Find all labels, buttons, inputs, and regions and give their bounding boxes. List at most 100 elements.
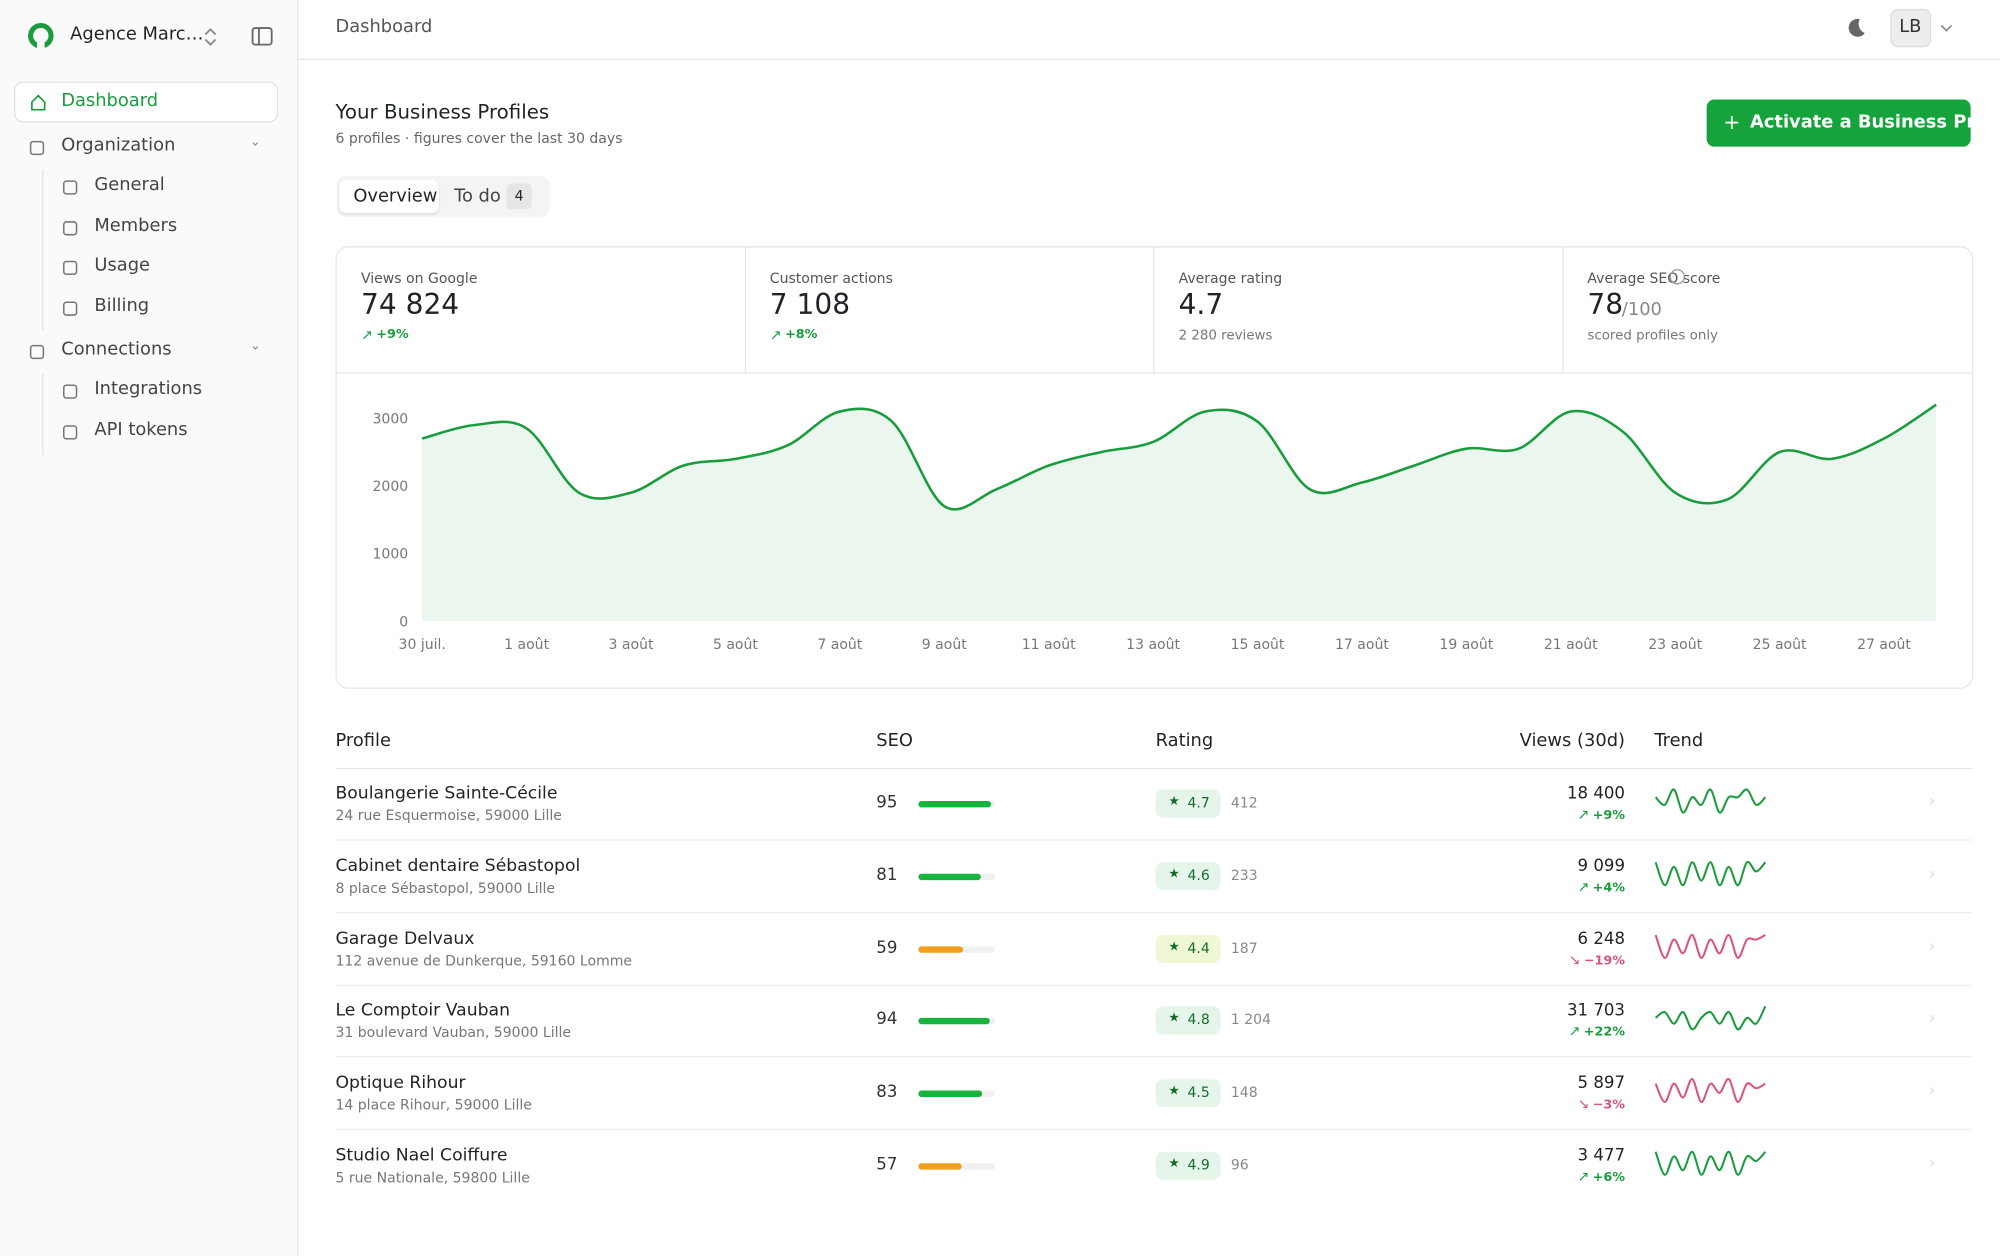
trend-arrow: ↗ (1577, 1168, 1590, 1185)
avatar[interactable] (1890, 8, 1932, 48)
reviews: 148 (1230, 1084, 1258, 1102)
profile-address: 24 rue Esquermoise, 59000 Lille (335, 807, 562, 824)
button-plus: + (1723, 109, 1741, 134)
rating: 4.4 (1187, 939, 1210, 957)
nav-item[interactable]: Members (94, 215, 178, 236)
nav-rail (42, 169, 44, 331)
theme-toggle[interactable] (1842, 15, 1868, 41)
row-chevron[interactable]: › (1928, 1154, 1936, 1174)
nav-icon (63, 425, 78, 440)
stat-value: 78 (1587, 289, 1624, 322)
nav-item[interactable]: General (94, 174, 165, 196)
row-chevron[interactable]: › (1928, 1081, 1936, 1102)
stat-sub: scored profiles only (1587, 327, 1718, 344)
row-rule (335, 839, 1972, 841)
sparkline-path (1654, 788, 1767, 814)
star: ★ (1168, 794, 1180, 809)
x-tick-label: 30 juil. (399, 637, 446, 653)
views: 3 477 (1577, 1146, 1625, 1166)
profile-name[interactable]: Cabinet dentaire Sébastopol (335, 855, 581, 877)
row-chevron[interactable]: › (1928, 936, 1936, 957)
row-rule (335, 1129, 1972, 1131)
stat-suffix: /100 (1621, 299, 1662, 321)
tab-badge: 4 (506, 183, 532, 210)
sparkline (1654, 788, 1767, 814)
views-change: +9% (1592, 808, 1625, 823)
x-tick-label: 7 août (817, 637, 862, 653)
row-chevron[interactable]: › (1928, 864, 1936, 884)
star: ★ (1168, 1011, 1180, 1027)
seo-score: 59 (876, 938, 898, 958)
y-tick-label: 2000 (372, 479, 408, 495)
sparkline (1654, 933, 1766, 959)
button-label[interactable]: Activate a Business Profile (1749, 112, 2000, 133)
column-header: SEO (876, 730, 913, 752)
icon-shape (63, 301, 78, 316)
sparkline-path (1654, 860, 1767, 886)
nav-icon (63, 384, 78, 400)
stat-value: 4.7 (1178, 289, 1224, 322)
collapse-icon[interactable] (251, 27, 274, 47)
profile-name[interactable]: Optique Rihour (335, 1072, 466, 1094)
views: 9 099 (1577, 856, 1625, 877)
icon-shape (29, 140, 45, 156)
nav-item[interactable]: Billing (94, 295, 150, 317)
chevron[interactable] (1939, 22, 1954, 35)
nav-group[interactable]: Connections (61, 339, 172, 361)
star: ★ (1168, 867, 1180, 882)
reviews: 96 (1230, 1156, 1249, 1174)
group-chevron: ⌄ (249, 339, 261, 354)
views: 18 400 (1566, 784, 1625, 804)
profile-name[interactable]: Studio Nael Coiffure (335, 1145, 508, 1166)
avatar-text: LB (1899, 16, 1922, 37)
workspace-name: Agence Marc… (70, 24, 204, 45)
seo-bar (918, 873, 981, 880)
nav-item[interactable]: API tokens (94, 419, 188, 441)
x-tick-label: 15 août (1231, 637, 1285, 653)
nav-item[interactable]: Usage (94, 255, 151, 276)
sparkline-path (1654, 1150, 1767, 1176)
rating: 4.7 (1187, 794, 1210, 812)
page-title: Your Business Profiles (335, 100, 550, 124)
views-change: +22% (1583, 1026, 1625, 1041)
activate-button[interactable] (1706, 99, 1971, 147)
nav-item[interactable]: Dashboard (61, 90, 159, 111)
nav-group[interactable]: Organization (61, 135, 176, 156)
x-tick-label: 9 août (922, 637, 967, 653)
seo-bar (918, 1090, 982, 1098)
column-header: Profile (335, 730, 391, 752)
seo-score: 83 (876, 1083, 898, 1103)
icon-shape (63, 260, 78, 276)
x-tick-label: 19 août (1439, 637, 1493, 653)
views-change: −19% (1583, 953, 1625, 968)
sparkline (1654, 1006, 1767, 1031)
nav-icon (63, 301, 78, 316)
trend-arrow: ↗ (360, 326, 373, 344)
stat-change: +8% (785, 327, 818, 342)
seo-score: 81 (876, 865, 898, 885)
x-tick-label: 5 août (713, 637, 758, 653)
x-tick-label: 11 août (1022, 637, 1076, 653)
active-nav[interactable] (14, 81, 279, 123)
x-tick-label: 13 août (1126, 637, 1180, 653)
seo-bar (918, 1018, 991, 1025)
profile-name[interactable]: Le Comptoir Vauban (335, 1000, 511, 1021)
tab[interactable]: To do (454, 186, 501, 207)
active-tab[interactable] (339, 179, 439, 214)
tab[interactable]: Overview (353, 186, 438, 207)
switch-icon[interactable] (202, 26, 220, 49)
row-chevron[interactable]: › (1928, 792, 1936, 812)
area-fill (422, 404, 1937, 622)
stat-value: 7 108 (769, 289, 851, 322)
stat-label: Customer actions (769, 270, 893, 287)
nav-icon (63, 220, 78, 235)
nav-item[interactable]: Integrations (94, 379, 203, 400)
profile-name[interactable]: Garage Delvaux (335, 928, 475, 949)
stat-label: Views on Google (360, 270, 478, 287)
x-tick-label: 21 août (1544, 637, 1598, 653)
row-chevron[interactable]: › (1928, 1009, 1936, 1029)
icon-shape (63, 384, 78, 400)
profile-name[interactable]: Boulangerie Sainte-Cécile (335, 783, 558, 804)
stat-label: Average rating (1178, 270, 1283, 287)
views: 6 248 (1577, 929, 1625, 949)
